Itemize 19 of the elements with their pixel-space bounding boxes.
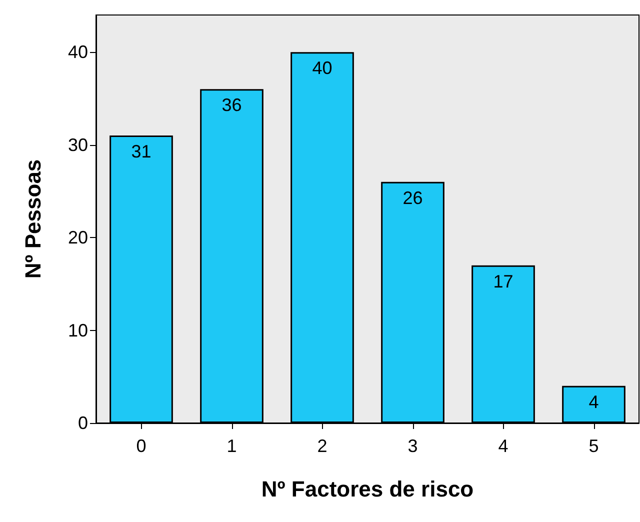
y-tick-label: 10 (68, 320, 88, 340)
x-tick-label: 1 (226, 436, 237, 456)
data-label: 4 (588, 392, 599, 412)
data-label: 17 (493, 271, 514, 292)
x-tick-label: 5 (588, 436, 599, 456)
x-axis-title: Nº Factores de risco (261, 476, 474, 502)
data-label: 40 (312, 58, 332, 78)
data-label: 31 (131, 142, 152, 162)
data-label: 26 (402, 188, 423, 208)
y-tick-label: 20 (68, 228, 88, 248)
x-tick-label: 3 (408, 436, 418, 456)
y-tick-label: 40 (68, 42, 88, 62)
y-tick-label: 30 (68, 134, 88, 155)
y-axis-title: Nº Pessoas (20, 159, 46, 279)
x-tick-label: 0 (136, 436, 146, 456)
x-tick-label: 2 (317, 436, 328, 456)
x-tick-label: 4 (498, 436, 508, 456)
y-tick-label: 0 (78, 413, 88, 433)
data-label: 36 (222, 95, 242, 116)
